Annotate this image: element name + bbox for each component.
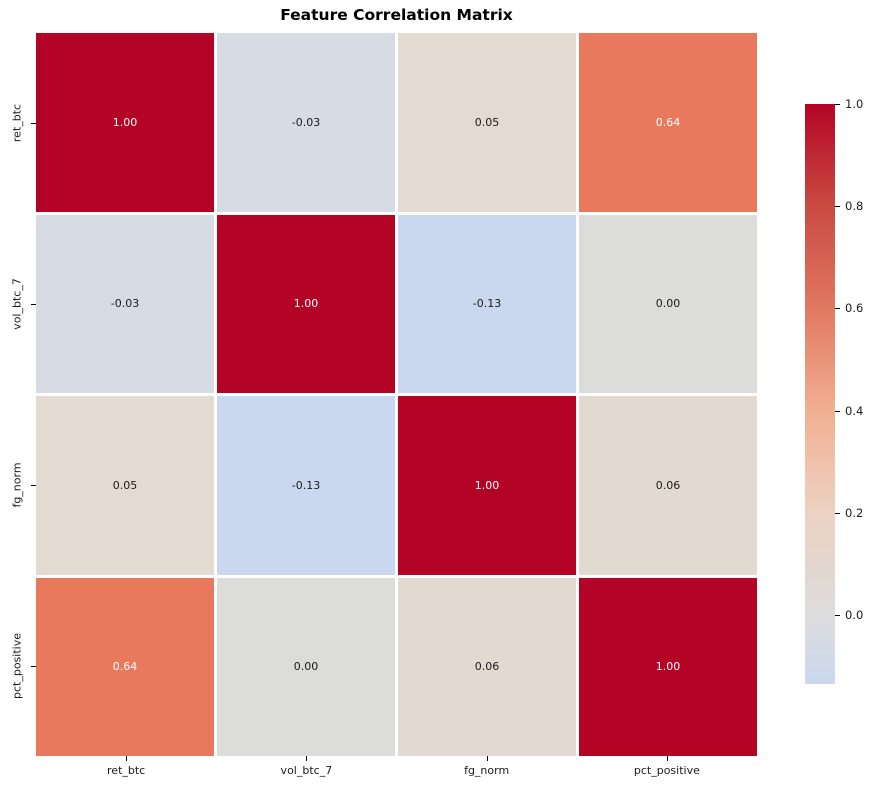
y-axis-tick-label: pct_positive [10,632,24,699]
colorbar-tick-mark [835,512,840,514]
heatmap-cell: 0.05 [398,33,576,212]
colorbar-tick-mark [835,615,840,616]
heatmap-cell: -0.03 [217,33,395,212]
x-axis-tick-mark [486,756,488,761]
x-axis-tick-label: fg_norm [464,764,510,777]
colorbar-tick-label: 0.0 [845,608,864,622]
x-axis-tick-mark [306,756,308,761]
x-axis-tick-label: ret_btc [107,764,146,777]
heatmap-grid: 1.00 -0.03 0.05 0.64 -0.03 1.00 -0.13 0.00 0.05-… [36,33,757,756]
colorbar-tick-mark [835,104,840,105]
heatmap-cell: 0.06 [579,396,757,575]
colorbar-tick-label: 0.6 [845,301,864,316]
heatmap-cell: 0.64 [36,577,214,756]
y-axis-tick-label: vol_btc_7 [10,278,24,330]
heatmap-cell: 0.64 [579,33,757,212]
heatmap-cell: 0.05 [36,396,214,575]
colorbar-tick-label: 1.0 [845,97,864,111]
x-axis-tick-label: pct_positive [633,764,700,777]
heatmap-cell: 1.00 [36,33,214,212]
x-axis-tick-mark [126,756,128,761]
y-axis-tick-mark [31,123,36,125]
x-axis-tick-label: vol_btc_7 [280,764,333,777]
y-axis-tick-mark [31,304,36,306]
colorbar-tick-label: 0.2 [845,505,864,520]
heatmap-cell: 0.00 [217,577,395,756]
heatmap-cell: 0.00 [579,214,757,393]
colorbar [805,104,835,684]
chart-title: Feature Correlation Matrix [280,6,513,24]
y-axis-tick-mark [31,665,36,667]
x-axis-tick-mark [666,756,668,761]
colorbar-tick-label: 0.4 [845,403,864,418]
heatmap-cell: 1.00 [398,396,576,575]
heatmap-cell: -0.13 [217,396,395,575]
heatmap-cell: 0.06 [398,577,576,756]
y-axis-tick-mark [31,484,36,486]
y-axis-tick-label: ret_btc [10,104,24,143]
colorbar-tick-label: 0.8 [845,199,864,214]
y-axis-tick-label: fg_norm [10,462,24,508]
colorbar-tick-mark [835,206,840,208]
colorbar-tick-mark [835,410,840,412]
heatmap-cell: -0.13 [398,214,576,393]
colorbar-tick-mark [835,308,840,310]
heatmap-cell: 1.00 [217,214,395,393]
heatmap-cell: 1.00 [579,577,757,756]
heatmap-cell: -0.03 [36,214,214,393]
